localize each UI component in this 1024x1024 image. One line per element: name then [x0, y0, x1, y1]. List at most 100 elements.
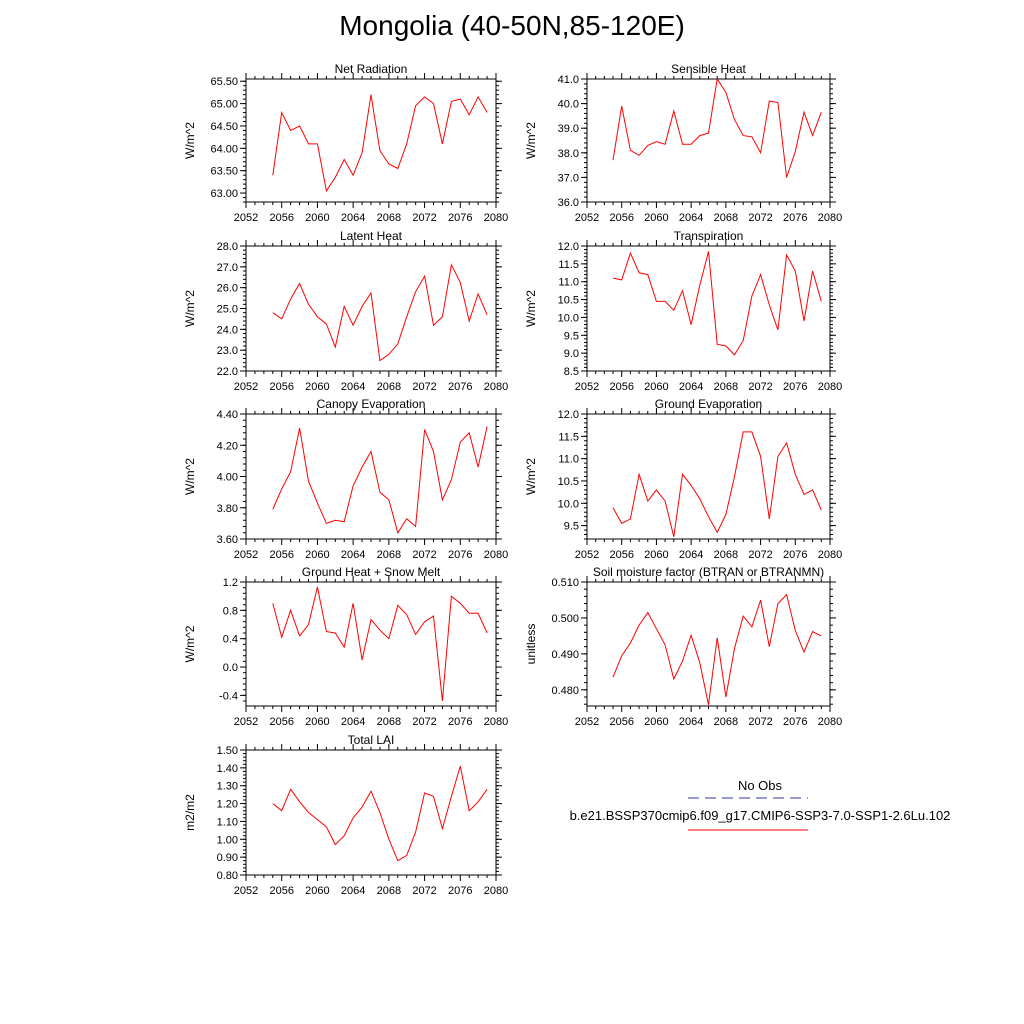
x-tick-label: 2056 — [609, 549, 633, 561]
x-tick-label: 2052 — [234, 549, 258, 561]
y-tick-label: 0.500 — [551, 613, 579, 625]
y-tick-label: 64.00 — [210, 143, 238, 155]
chart-panel: Total LAI 2052 2056 2060 2064 2068 2072 2076 208… — [183, 733, 508, 897]
y-tick-label: 39.0 — [558, 123, 579, 135]
series-line — [612, 431, 822, 537]
y-tick-label: 24.0 — [217, 324, 238, 336]
x-tick-label: 2056 — [269, 716, 293, 728]
y-tick-label: 0.8 — [223, 605, 238, 617]
x-tick-label: 2064 — [341, 212, 365, 224]
y-axis-label: W/m^2 — [183, 122, 197, 159]
x-tick-label: 2060 — [644, 212, 668, 224]
chart-panel: Transpiration 2052 2056 2060 2064 2068 2072 207… — [524, 229, 842, 393]
y-tick-label: 28.0 — [217, 241, 238, 253]
x-tick-label: 2076 — [783, 716, 807, 728]
y-tick-label: 1.10 — [217, 816, 238, 828]
x-tick-label: 2080 — [484, 716, 508, 728]
x-tick-label: 2080 — [484, 549, 508, 561]
x-tick-label: 2080 — [818, 716, 842, 728]
page-title: Mongolia (40-50N,85-120E) — [339, 10, 685, 41]
y-tick-label: 27.0 — [217, 262, 238, 274]
y-tick-label: 12.0 — [558, 409, 579, 421]
y-tick-label: 40.0 — [558, 99, 579, 111]
x-tick-label: 2064 — [341, 885, 365, 897]
y-tick-label: 1.00 — [217, 834, 238, 846]
y-tick-label: 10.5 — [558, 476, 579, 488]
y-tick-label: 64.50 — [210, 121, 238, 133]
chart-panel: Canopy Evaporation 2052 2056 2060 2064 2068 20… — [183, 397, 508, 561]
y-tick-label: 4.40 — [217, 409, 238, 421]
y-tick-label: 4.20 — [217, 440, 238, 452]
chart-panel: Ground Heat + Snow Melt 2052 2056 2060 2064 2… — [183, 565, 508, 728]
chart-panel: Latent Heat 2052 2056 2060 2064 2068 2072 2076 2… — [183, 229, 508, 393]
x-tick-label: 2052 — [234, 885, 258, 897]
x-tick-label: 2076 — [448, 381, 472, 393]
x-tick-label: 2072 — [748, 716, 772, 728]
y-tick-label: 65.00 — [210, 99, 238, 111]
x-tick-label: 2064 — [679, 212, 703, 224]
x-tick-label: 2064 — [679, 381, 703, 393]
chart-title: Ground Evaporation — [655, 397, 762, 411]
y-tick-label: 0.4 — [223, 634, 238, 646]
series-line — [612, 593, 822, 706]
series-line — [272, 765, 488, 862]
chart-panel: Sensible Heat 2052 2056 2060 2064 2068 2072 207… — [524, 62, 842, 224]
y-tick-label: 8.5 — [564, 366, 579, 378]
y-tick-label: 3.80 — [217, 503, 238, 515]
x-tick-label: 2068 — [714, 716, 738, 728]
y-tick-label: 63.00 — [210, 188, 238, 200]
plot-frame — [245, 245, 497, 372]
plot-frame — [245, 413, 497, 540]
y-tick-label: 0.510 — [551, 577, 579, 589]
chart-title: Ground Heat + Snow Melt — [302, 565, 441, 579]
y-axis-label: W/m^2 — [183, 625, 197, 662]
series-line — [612, 77, 822, 178]
y-tick-label: 26.0 — [217, 283, 238, 295]
y-tick-label: 0.80 — [217, 870, 238, 882]
x-tick-label: 2052 — [575, 716, 599, 728]
x-tick-label: 2060 — [644, 381, 668, 393]
x-tick-label: 2068 — [714, 381, 738, 393]
legend-obs-label: No Obs — [737, 778, 783, 793]
x-tick-label: 2060 — [305, 212, 329, 224]
series-line — [272, 94, 488, 193]
x-tick-label: 2052 — [575, 212, 599, 224]
x-tick-label: 2072 — [748, 549, 772, 561]
x-tick-label: 2056 — [609, 716, 633, 728]
plot-frame — [586, 413, 831, 540]
y-tick-label: 23.0 — [217, 345, 238, 357]
x-tick-label: 2052 — [234, 212, 258, 224]
y-tick-label: 36.0 — [558, 197, 579, 209]
y-tick-label: 9.5 — [564, 330, 579, 342]
y-tick-label: 65.50 — [210, 76, 238, 88]
x-tick-label: 2076 — [448, 716, 472, 728]
series-line — [272, 586, 488, 702]
x-tick-label: 2076 — [448, 549, 472, 561]
x-tick-label: 2060 — [305, 549, 329, 561]
y-tick-label: 63.50 — [210, 166, 238, 178]
x-tick-label: 2076 — [783, 549, 807, 561]
y-tick-label: 0.490 — [551, 649, 579, 661]
y-tick-label: 1.40 — [217, 763, 238, 775]
chart-title: Latent Heat — [340, 229, 403, 243]
x-tick-label: 2056 — [269, 885, 293, 897]
x-tick-label: 2052 — [575, 381, 599, 393]
y-axis-label: W/m^2 — [183, 458, 197, 495]
x-tick-label: 2060 — [305, 885, 329, 897]
y-tick-label: 9.0 — [564, 348, 579, 360]
x-tick-label: 2072 — [748, 381, 772, 393]
y-tick-label: 3.60 — [217, 534, 238, 546]
y-tick-label: 1.50 — [217, 745, 238, 757]
y-axis-label: W/m^2 — [524, 122, 538, 159]
y-tick-label: -0.4 — [219, 690, 238, 702]
x-tick-label: 2056 — [269, 549, 293, 561]
x-tick-label: 2080 — [484, 885, 508, 897]
y-tick-label: 38.0 — [558, 148, 579, 160]
x-tick-label: 2060 — [305, 381, 329, 393]
series-line — [272, 426, 488, 535]
y-tick-label: 25.0 — [217, 304, 238, 316]
y-tick-label: 10.0 — [558, 498, 579, 510]
chart-title: Canopy Evaporation — [317, 397, 426, 411]
legend-obs-swatch — [688, 797, 808, 799]
